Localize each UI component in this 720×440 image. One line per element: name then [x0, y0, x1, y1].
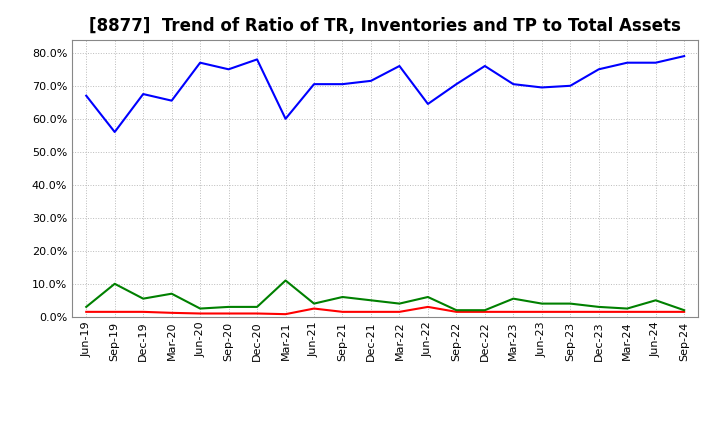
- Trade Payables: [395, 301, 404, 306]
- Inventories: [167, 98, 176, 103]
- Trade Payables: [595, 304, 603, 310]
- Trade Receivables: [110, 309, 119, 315]
- Trade Payables: [480, 308, 489, 313]
- Line: Trade Payables: Trade Payables: [86, 281, 684, 310]
- Inventories: [310, 81, 318, 87]
- Inventories: [480, 63, 489, 69]
- Trade Receivables: [566, 309, 575, 315]
- Trade Receivables: [480, 309, 489, 315]
- Trade Receivables: [338, 309, 347, 315]
- Trade Receivables: [680, 309, 688, 315]
- Line: Trade Receivables: Trade Receivables: [86, 307, 684, 314]
- Trade Receivables: [82, 309, 91, 315]
- Trade Payables: [139, 296, 148, 301]
- Trade Receivables: [366, 309, 375, 315]
- Trade Receivables: [395, 309, 404, 315]
- Inventories: [566, 83, 575, 88]
- Trade Payables: [537, 301, 546, 306]
- Trade Payables: [310, 301, 318, 306]
- Trade Payables: [196, 306, 204, 311]
- Inventories: [595, 66, 603, 72]
- Trade Receivables: [537, 309, 546, 315]
- Inventories: [423, 101, 432, 106]
- Inventories: [338, 81, 347, 87]
- Trade Receivables: [595, 309, 603, 315]
- Trade Payables: [452, 308, 461, 313]
- Line: Inventories: Inventories: [86, 56, 684, 132]
- Inventories: [537, 85, 546, 90]
- Trade Payables: [110, 281, 119, 286]
- Trade Receivables: [253, 311, 261, 316]
- Trade Receivables: [509, 309, 518, 315]
- Trade Receivables: [452, 309, 461, 315]
- Inventories: [110, 129, 119, 135]
- Inventories: [82, 93, 91, 98]
- Trade Receivables: [652, 309, 660, 315]
- Trade Payables: [82, 304, 91, 310]
- Inventories: [652, 60, 660, 65]
- Trade Receivables: [167, 310, 176, 315]
- Inventories: [680, 53, 688, 59]
- Trade Payables: [366, 297, 375, 303]
- Trade Receivables: [310, 306, 318, 311]
- Trade Payables: [167, 291, 176, 297]
- Trade Receivables: [196, 311, 204, 316]
- Trade Receivables: [139, 309, 148, 315]
- Trade Receivables: [623, 309, 631, 315]
- Trade Receivables: [423, 304, 432, 310]
- Inventories: [225, 66, 233, 72]
- Inventories: [196, 60, 204, 65]
- Inventories: [452, 81, 461, 87]
- Trade Receivables: [225, 311, 233, 316]
- Trade Payables: [282, 278, 290, 283]
- Inventories: [366, 78, 375, 84]
- Title: [8877]  Trend of Ratio of TR, Inventories and TP to Total Assets: [8877] Trend of Ratio of TR, Inventories…: [89, 17, 681, 35]
- Trade Payables: [566, 301, 575, 306]
- Inventories: [282, 116, 290, 121]
- Trade Payables: [652, 297, 660, 303]
- Trade Receivables: [282, 312, 290, 317]
- Trade Payables: [623, 306, 631, 311]
- Inventories: [253, 57, 261, 62]
- Trade Payables: [509, 296, 518, 301]
- Trade Payables: [253, 304, 261, 310]
- Inventories: [623, 60, 631, 65]
- Trade Payables: [423, 294, 432, 300]
- Trade Payables: [225, 304, 233, 310]
- Trade Payables: [338, 294, 347, 300]
- Inventories: [139, 92, 148, 97]
- Inventories: [395, 63, 404, 69]
- Inventories: [509, 81, 518, 87]
- Trade Payables: [680, 308, 688, 313]
